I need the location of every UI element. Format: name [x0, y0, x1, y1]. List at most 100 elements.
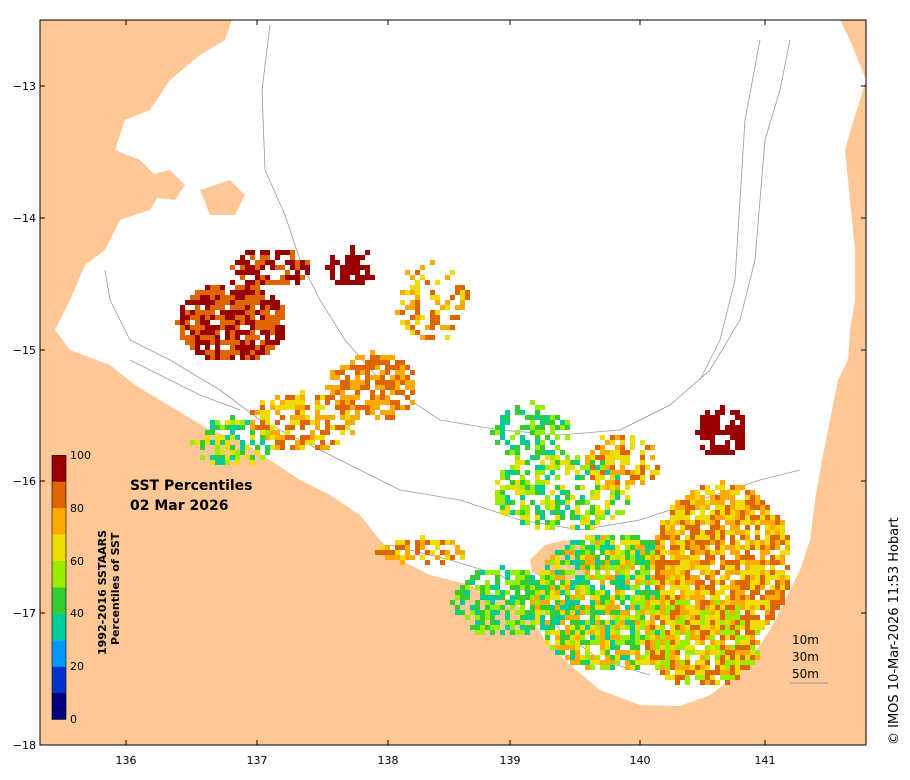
sst-pixel [625, 545, 630, 550]
sst-pixel [550, 505, 555, 510]
sst-pixel [735, 435, 740, 440]
sst-pixel [350, 250, 355, 255]
sst-pixel [620, 550, 625, 555]
sst-pixel [475, 600, 480, 605]
sst-pixel [400, 310, 405, 315]
sst-pixel [610, 575, 615, 580]
sst-pixel [535, 485, 540, 490]
sst-pixel [230, 415, 235, 420]
sst-pixel [520, 490, 525, 495]
sst-pixel [685, 585, 690, 590]
sst-pixel [210, 295, 215, 300]
sst-pixel [635, 465, 640, 470]
sst-pixel [645, 605, 650, 610]
sst-pixel [700, 425, 705, 430]
sst-pixel [280, 330, 285, 335]
sst-pixel [450, 600, 455, 605]
sst-pixel [605, 590, 610, 595]
sst-pixel [410, 555, 415, 560]
sst-pixel [400, 375, 405, 380]
sst-pixel [735, 565, 740, 570]
sst-pixel [750, 570, 755, 575]
sst-pixel [385, 395, 390, 400]
sst-pixel [710, 585, 715, 590]
sst-pixel [515, 575, 520, 580]
sst-pixel [390, 405, 395, 410]
sst-pixel [230, 300, 235, 305]
sst-pixel [345, 280, 350, 285]
sst-pixel [350, 400, 355, 405]
sst-pixel [375, 375, 380, 380]
sst-pixel [655, 635, 660, 640]
sst-pixel [655, 555, 660, 560]
sst-pixel [610, 440, 615, 445]
sst-pixel [635, 590, 640, 595]
sst-pixel [685, 620, 690, 625]
sst-pixel [575, 655, 580, 660]
sst-pixel [625, 625, 630, 630]
sst-pixel [355, 275, 360, 280]
sst-pixel [625, 610, 630, 615]
sst-pixel [615, 595, 620, 600]
sst-pixel [560, 450, 565, 455]
sst-pixel [270, 430, 275, 435]
sst-pixel [605, 635, 610, 640]
sst-pixel [725, 680, 730, 685]
sst-pixel [755, 540, 760, 545]
sst-pixel [245, 420, 250, 425]
sst-pixel [775, 535, 780, 540]
x-tick-label: 137 [247, 754, 268, 767]
sst-pixel [570, 545, 575, 550]
sst-pixel [435, 540, 440, 545]
sst-pixel [625, 660, 630, 665]
sst-pixel [580, 635, 585, 640]
sst-pixel [550, 555, 555, 560]
sst-pixel [375, 400, 380, 405]
sst-pixel [545, 630, 550, 635]
sst-pixel [720, 625, 725, 630]
sst-pixel [695, 675, 700, 680]
sst-pixel [305, 270, 310, 275]
sst-pixel [605, 440, 610, 445]
sst-pixel [250, 330, 255, 335]
sst-pixel [265, 450, 270, 455]
sst-pixel [625, 555, 630, 560]
sst-pixel [710, 500, 715, 505]
sst-pixel [405, 270, 410, 275]
sst-pixel [765, 560, 770, 565]
sst-pixel [180, 330, 185, 335]
sst-pixel [660, 575, 665, 580]
sst-pixel [245, 290, 250, 295]
sst-pixel [255, 275, 260, 280]
sst-pixel [525, 415, 530, 420]
sst-pixel [765, 610, 770, 615]
sst-pixel [400, 370, 405, 375]
sst-pixel [210, 350, 215, 355]
sst-pixel [595, 630, 600, 635]
sst-pixel [700, 445, 705, 450]
sst-pixel [365, 250, 370, 255]
sst-pixel [695, 635, 700, 640]
sst-pixel [590, 490, 595, 495]
sst-pixel [520, 570, 525, 575]
sst-pixel [630, 615, 635, 620]
sst-pixel [675, 555, 680, 560]
sst-pixel [250, 255, 255, 260]
sst-pixel [615, 480, 620, 485]
sst-pixel [540, 570, 545, 575]
sst-pixel [505, 495, 510, 500]
sst-pixel [590, 535, 595, 540]
sst-pixel [695, 550, 700, 555]
sst-pixel [650, 635, 655, 640]
sst-pixel [655, 465, 660, 470]
sst-pixel [565, 555, 570, 560]
sst-pixel [550, 425, 555, 430]
sst-pixel [510, 630, 515, 635]
sst-pixel [220, 350, 225, 355]
sst-pixel [355, 280, 360, 285]
sst-pixel [685, 580, 690, 585]
sst-pixel [530, 595, 535, 600]
sst-pixel [525, 575, 530, 580]
sst-pixel [385, 380, 390, 385]
sst-pixel [515, 600, 520, 605]
